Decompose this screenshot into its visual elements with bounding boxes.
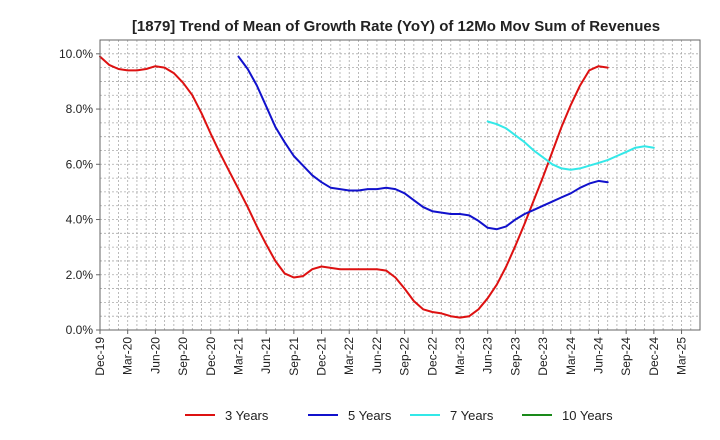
x-tick-label: Dec-23: [536, 337, 550, 376]
x-tick-label: Sep-21: [287, 337, 301, 376]
x-tick-label: Dec-20: [204, 337, 218, 376]
legend: 3 Years 5 Years 7 Years 10 Years: [185, 408, 613, 423]
x-tick-label: Dec-21: [315, 337, 329, 376]
y-tick-label: 10.0%: [59, 47, 93, 61]
y-tick-label: 2.0%: [66, 268, 94, 282]
x-tick-label: Jun-21: [259, 337, 273, 374]
x-tick-label: Mar-22: [342, 337, 356, 375]
x-tick-label: Dec-24: [647, 337, 661, 376]
y-tick-label: 8.0%: [66, 102, 94, 116]
y-tick-label: 0.0%: [66, 323, 94, 337]
x-tick-label: Jun-22: [370, 337, 384, 374]
x-tick-label: Mar-21: [231, 337, 245, 375]
x-tick-label: Sep-20: [176, 337, 190, 376]
x-tick-label: Sep-24: [619, 337, 633, 376]
legend-label: 10 Years: [562, 408, 613, 423]
plot-frame: [99, 39, 701, 331]
x-tick-label: Jun-23: [481, 337, 495, 374]
y-tick-label: 6.0%: [66, 157, 94, 171]
x-tick-label: Jun-20: [148, 337, 162, 374]
y-tick-label: 4.0%: [66, 213, 94, 227]
legend-label: 7 Years: [450, 408, 494, 423]
x-tick-label: Dec-22: [425, 337, 439, 376]
x-tick-label: Mar-23: [453, 337, 467, 375]
x-tick-label: Sep-22: [398, 337, 412, 376]
x-tick-label: Mar-25: [675, 337, 689, 375]
series-line-3-years: [99, 55, 609, 319]
y-axis: 0.0% 2.0% 4.0% 6.0% 8.0% 10.0%: [59, 47, 100, 337]
grid: [99, 40, 701, 330]
legend-label: 5 Years: [348, 408, 392, 423]
x-tick-label: Dec-19: [93, 337, 107, 376]
chart-title: [1879] Trend of Mean of Growth Rate (YoY…: [132, 18, 660, 35]
x-tick-label: Sep-23: [508, 337, 522, 376]
legend-label: 3 Years: [225, 408, 269, 423]
series-line-5-years: [237, 55, 609, 231]
x-tick-label: Mar-20: [121, 337, 135, 375]
series-line-7-years: [486, 120, 655, 171]
x-axis: Dec-19 Mar-20 Jun-20 Sep-20 Dec-20 Mar-21 Jun-…: [93, 330, 689, 376]
series-lines: [99, 55, 655, 319]
x-tick-label: Jun-24: [591, 337, 605, 374]
x-tick-label: Mar-24: [564, 337, 578, 375]
